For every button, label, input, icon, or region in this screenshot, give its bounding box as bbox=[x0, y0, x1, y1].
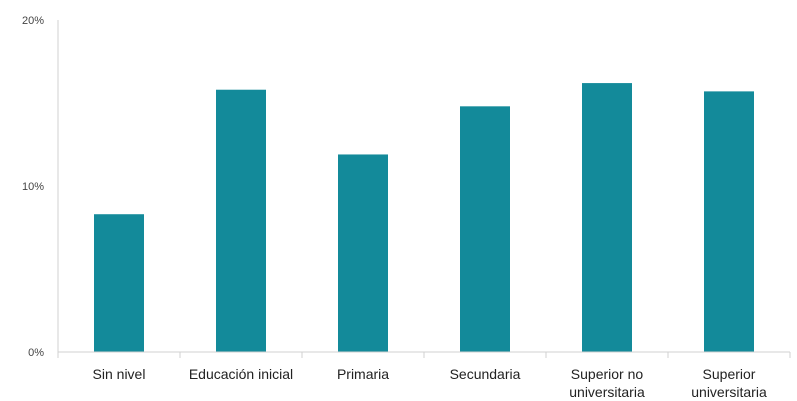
x-tick-label: Sin nivel bbox=[93, 366, 146, 382]
y-tick-label: 20% bbox=[22, 15, 44, 27]
bar bbox=[704, 91, 754, 352]
x-axis: Sin nivel Educación inicial Primaria Secund… bbox=[57, 351, 791, 400]
y-tick-label: 10% bbox=[22, 181, 44, 193]
bar bbox=[94, 214, 144, 352]
y-tick-label: 0% bbox=[28, 347, 44, 359]
x-tick-label: Primaria bbox=[337, 366, 389, 382]
x-tick-label-line: Superior no bbox=[571, 366, 644, 382]
x-tick-label-line: Educación inicial bbox=[189, 366, 293, 382]
x-tick-label-line: Superior bbox=[703, 366, 756, 382]
x-tick-label: Secundaria bbox=[450, 366, 521, 382]
bars bbox=[94, 83, 754, 352]
x-tick-label-line: Primaria bbox=[337, 366, 389, 382]
x-tick-label-line: universitaria bbox=[569, 384, 645, 400]
x-tick-label-line: Secundaria bbox=[450, 366, 521, 382]
x-tick-label: Educación inicial bbox=[189, 366, 293, 382]
x-tick-label: Superior universitaria bbox=[691, 366, 767, 400]
bar bbox=[216, 89, 266, 352]
bar bbox=[582, 83, 632, 352]
bar bbox=[460, 106, 510, 352]
bar bbox=[338, 154, 388, 352]
y-axis: 0% 10% 20% bbox=[22, 15, 59, 359]
x-tick-label-line: Sin nivel bbox=[93, 366, 146, 382]
x-tick-label-line: universitaria bbox=[691, 384, 767, 400]
x-tick-label: Superior no universitaria bbox=[569, 366, 645, 400]
